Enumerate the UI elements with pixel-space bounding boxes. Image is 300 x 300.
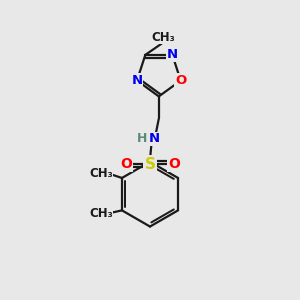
Text: N: N [167, 48, 178, 62]
Text: S: S [145, 157, 155, 172]
Text: O: O [120, 157, 132, 171]
Text: CH₃: CH₃ [89, 207, 112, 220]
Text: O: O [175, 74, 186, 87]
Text: CH₃: CH₃ [151, 31, 175, 44]
Text: H: H [137, 132, 147, 145]
Text: CH₃: CH₃ [89, 167, 112, 180]
Text: N: N [148, 132, 159, 145]
Text: N: N [131, 74, 142, 87]
Text: O: O [168, 157, 180, 171]
